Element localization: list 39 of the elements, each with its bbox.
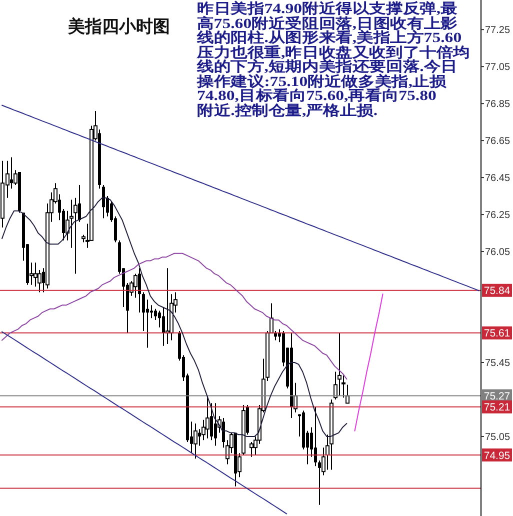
- annotation: 昨日美指74.90附近得以支撑反弹,最: [197, 2, 458, 17]
- ref-line-label: 75.84: [484, 285, 510, 298]
- ref-line-label: 75.21: [484, 402, 510, 414]
- annotation: 操作建议:75.10附近做多美指,止损: [197, 74, 448, 90]
- candlestick: [338, 332, 342, 396]
- candlestick: [150, 304, 153, 319]
- annotation: 附近.控制仓量,严格止损.: [197, 104, 379, 119]
- annotation: 线的阳柱.从图形来看,美指上方75.60: [197, 31, 462, 46]
- annotation: 高75.60附近受阻回落,日图收有上影: [197, 16, 458, 32]
- line-series: [354, 294, 384, 432]
- ref-line-label: 75.61: [484, 328, 510, 340]
- y-tick-label: 75.45: [485, 358, 510, 370]
- annotation: 线的下方,短期内美指还要回落.今日: [197, 60, 458, 75]
- line-series: [2, 104, 480, 292]
- y-tick-label: 76.85: [485, 99, 510, 110]
- candlestick: [206, 395, 210, 439]
- y-tick-label: 77.25: [485, 25, 510, 36]
- candlestick: [34, 262, 38, 288]
- candlestick: [154, 308, 157, 320]
- y-tick-label: 77.05: [485, 62, 510, 74]
- candlestick: [102, 184, 105, 219]
- line-series: [2, 252, 348, 380]
- y-tick-label: 76.65: [485, 136, 510, 148]
- y-tick-label: 76.05: [485, 247, 510, 258]
- candlestick: [134, 273, 138, 298]
- annotation: 压力也很重,昨日收盘又收到了十倍均: [197, 46, 470, 60]
- line-series: [2, 331, 288, 514]
- y-tick-label: 76.45: [485, 173, 510, 184]
- annotation: 74.80,目标看向75.60,再看向75.80: [197, 89, 436, 104]
- candlestick: [250, 442, 254, 458]
- ref-line-label: 75.27: [484, 390, 510, 403]
- candlestick: [314, 406, 317, 467]
- candlestick: [194, 423, 198, 460]
- y-tick-label: 76.25: [485, 210, 510, 222]
- candlestick: [74, 197, 78, 274]
- text: 美指四小时图: [68, 17, 170, 37]
- y-tick-label: 75.05: [485, 432, 510, 444]
- ref-line-label: 74.95: [484, 450, 510, 462]
- candlestick: [142, 292, 145, 332]
